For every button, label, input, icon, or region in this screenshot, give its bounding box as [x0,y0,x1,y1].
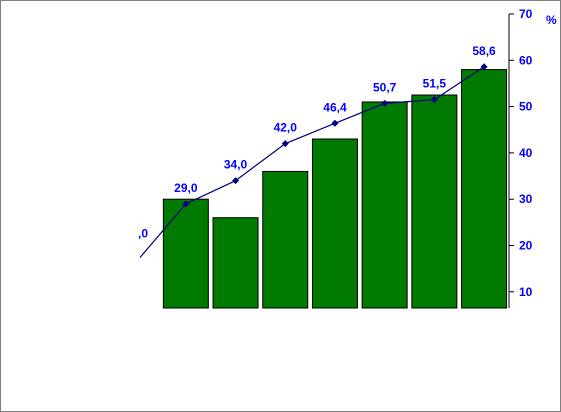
data-label: 46,4 [323,100,347,114]
bar [162,198,209,309]
bar [461,69,508,309]
y-tick-label: 50 [519,100,533,114]
line-series [139,63,488,258]
y-tick-label: 20 [519,238,533,252]
bar [262,170,309,309]
data-label: 50,7 [373,80,397,94]
y-tick-label: 70 [519,7,533,21]
y-tick-label: 40 [519,146,533,160]
data-label: 51,5 [423,77,447,91]
bar [212,217,259,309]
data-label: 29,0 [174,181,198,195]
y-tick-label: 60 [519,53,533,67]
line-marker [232,177,240,185]
bar [361,101,408,309]
line-marker [381,99,389,107]
line-marker [281,140,289,148]
bar [311,138,358,309]
y-tick-label: 30 [519,192,533,206]
line-marker [480,63,488,71]
y-axis: % 10 20 30 40 50 60 70 [508,7,557,308]
data-label: 58,6 [472,44,496,58]
data-label: 34,0 [224,158,248,172]
bars-layer [162,69,508,309]
y-unit-label: % [546,13,557,27]
bar [411,94,458,309]
line-marker [430,96,438,104]
data-label: 42,0 [274,121,298,135]
y-tick-label: 10 [519,285,533,299]
data-labels: 29,0 34,0 42,0 46,4 50,7 51,5 58,6 ,0 [138,44,496,241]
series-line [139,66,485,258]
data-label-cut-off: ,0 [138,226,148,240]
line-marker [331,119,339,127]
line-marker [182,200,190,208]
